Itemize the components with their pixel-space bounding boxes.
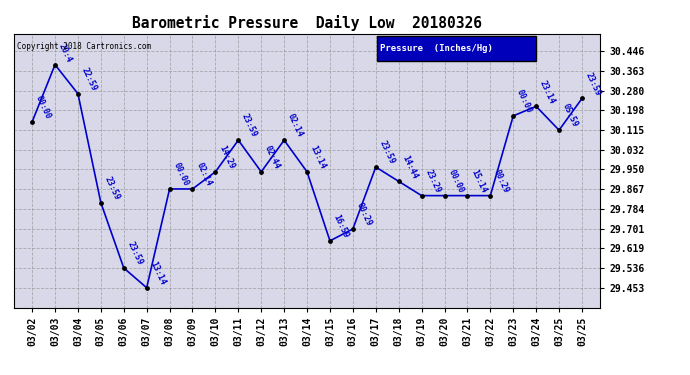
Point [531,104,542,110]
Text: 00:00: 00:00 [34,94,52,121]
Text: 00:00: 00:00 [515,88,534,115]
Point [347,226,358,232]
Text: 23:59: 23:59 [126,240,144,267]
Text: 02:14: 02:14 [286,112,305,139]
Text: 14:44: 14:44 [400,154,420,180]
Point [141,285,152,291]
Text: 13:14: 13:14 [148,260,167,286]
Point [462,193,473,199]
Point [371,164,382,170]
Text: 23:59: 23:59 [103,175,121,202]
Point [187,186,198,192]
Text: Pressure  (Inches/Hg): Pressure (Inches/Hg) [380,44,493,53]
Point [210,169,221,175]
Point [416,193,427,199]
Text: 00:29: 00:29 [355,201,373,228]
Text: 00:00: 00:00 [446,168,465,194]
Point [324,238,335,244]
Text: 02:44: 02:44 [263,144,282,171]
Point [233,137,244,143]
Text: 16:59: 16:59 [332,213,351,240]
Point [164,186,175,192]
Text: 23:59: 23:59 [584,71,602,97]
Point [256,169,267,175]
Point [508,113,519,119]
Text: 23:59: 23:59 [377,140,396,166]
Point [118,265,129,271]
Point [576,96,587,102]
Point [27,119,38,125]
Text: Copyright 2018 Cartronics.com: Copyright 2018 Cartronics.com [17,42,151,51]
Point [393,178,404,184]
Title: Barometric Pressure  Daily Low  20180326: Barometric Pressure Daily Low 20180326 [132,15,482,31]
Point [50,62,61,68]
Point [279,137,290,143]
Point [302,169,313,175]
Text: 23:29: 23:29 [424,168,442,194]
Text: 20:4: 20:4 [57,42,73,63]
Text: 22:59: 22:59 [80,66,99,93]
Text: 13:14: 13:14 [309,144,328,171]
Text: 14:29: 14:29 [217,144,236,171]
Text: 05:59: 05:59 [561,102,580,129]
Text: 23:14: 23:14 [538,79,557,105]
Point [72,91,83,97]
Text: 23:59: 23:59 [240,112,259,139]
Point [485,193,496,199]
Point [95,200,106,206]
Text: 15:14: 15:14 [469,168,488,194]
Text: 02:14: 02:14 [195,161,213,188]
Point [553,127,564,133]
Text: 00:29: 00:29 [492,168,511,194]
FancyBboxPatch shape [377,36,535,61]
Point [439,193,450,199]
Text: 00:00: 00:00 [171,161,190,188]
